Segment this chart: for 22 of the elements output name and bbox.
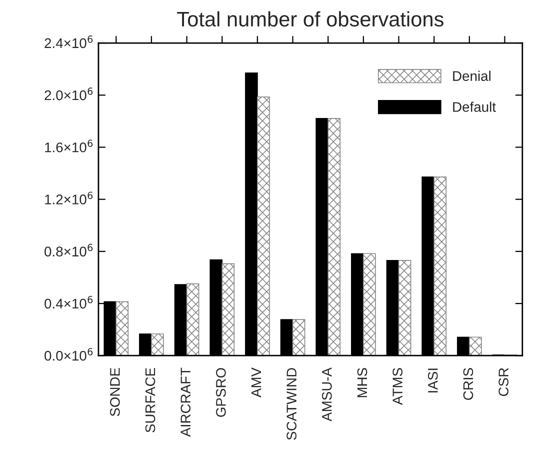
x-tick-label: CRIS: [463, 368, 474, 400]
x-tick-label: GPSRO: [216, 368, 226, 417]
y-tick-label: 2.0×10$^{6}$: [44, 88, 93, 100]
y-tick-label: 2.4×10$^{6}$: [44, 35, 93, 48]
legend-label: Default: [453, 102, 496, 112]
x-tick-label: ATMS: [392, 368, 402, 405]
x-tick-label: IASI: [428, 368, 438, 392]
chart-title: Total number of observations: [177, 11, 444, 27]
y-tick-label: 0.8×10$^{6}$: [44, 244, 93, 256]
legend-label: Denial: [453, 70, 490, 81]
x-tick-label: CSR: [498, 368, 508, 396]
y-tick-label: 1.6×10$^{6}$: [45, 140, 93, 152]
y-tick-label: 0.4×10$^{6}$: [44, 296, 93, 309]
x-tick-label: SCATWIND: [286, 368, 296, 440]
y-tick-label: 1.2×10$^{6}$: [45, 192, 93, 204]
x-tick-label: SURFACE: [145, 368, 156, 432]
x-tick-label: AIRCRAFT: [180, 368, 191, 437]
x-tick-label: AMSU-A: [322, 367, 332, 422]
x-tick-label: AMV: [251, 367, 262, 398]
x-tick-label: MHS: [357, 368, 368, 398]
x-tick-label: SONDE: [110, 368, 120, 416]
y-tick-label: 0.0×10$^{6}$: [44, 348, 93, 361]
